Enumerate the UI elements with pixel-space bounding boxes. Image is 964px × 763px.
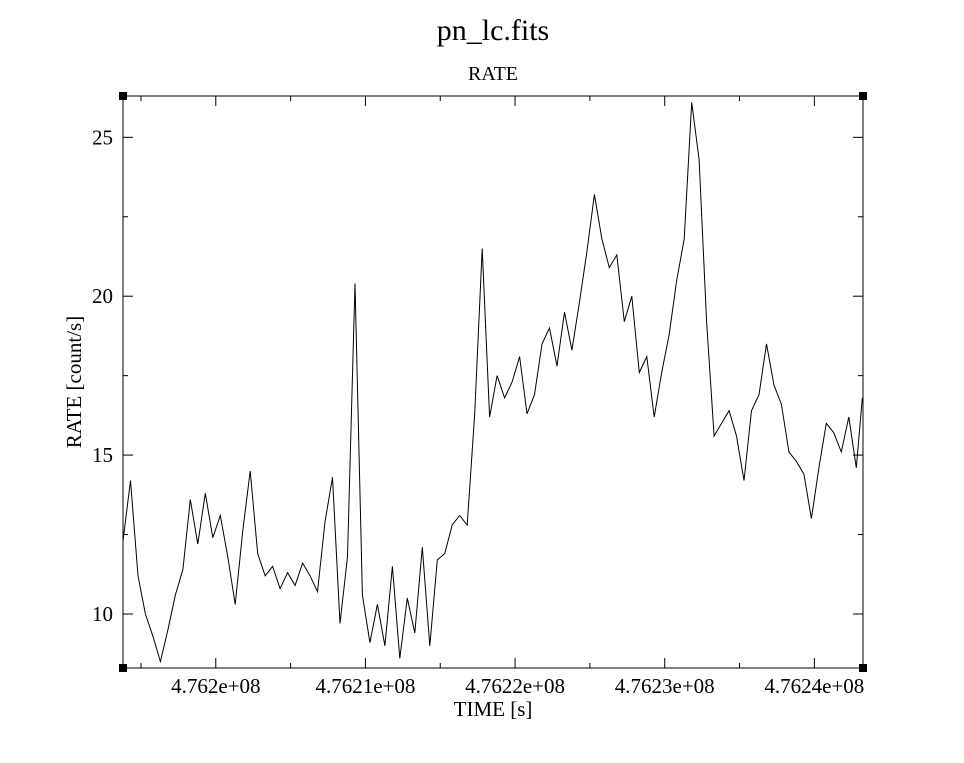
rate-series-line bbox=[122, 102, 863, 664]
chart-subtitle: RATE bbox=[468, 63, 518, 85]
corner-handle-top-left[interactable] bbox=[119, 92, 127, 100]
x-tick-label: 4.7622e+08 bbox=[465, 674, 565, 698]
y-tick-label: 20 bbox=[92, 284, 113, 308]
x-tick-label: 4.762e+08 bbox=[171, 674, 260, 698]
y-axis-label: RATE [count/s] bbox=[62, 316, 86, 448]
x-axis-ticks: 4.762e+08 4.7621e+08 4.7622e+08 4.7623e+08 4… bbox=[140, 96, 864, 698]
y-tick-label: 10 bbox=[92, 602, 113, 626]
y-tick-label: 15 bbox=[92, 443, 113, 467]
y-tick-label: 25 bbox=[92, 125, 113, 149]
corner-handle-bottom-left[interactable] bbox=[119, 664, 127, 672]
x-axis-label: TIME [s] bbox=[454, 697, 533, 721]
plot-frame bbox=[122, 95, 864, 669]
chart-title: pn_lc.fits bbox=[437, 14, 550, 47]
y-axis-ticks: 10 15 20 25 bbox=[92, 125, 863, 626]
corner-handle-top-right[interactable] bbox=[859, 92, 867, 100]
x-tick-label: 4.7623e+08 bbox=[615, 674, 715, 698]
x-tick-label: 4.7621e+08 bbox=[315, 674, 415, 698]
corner-handle-bottom-right[interactable] bbox=[859, 664, 867, 672]
frame-corner-handles[interactable] bbox=[119, 92, 867, 672]
x-tick-label: 4.7624e+08 bbox=[764, 674, 864, 698]
